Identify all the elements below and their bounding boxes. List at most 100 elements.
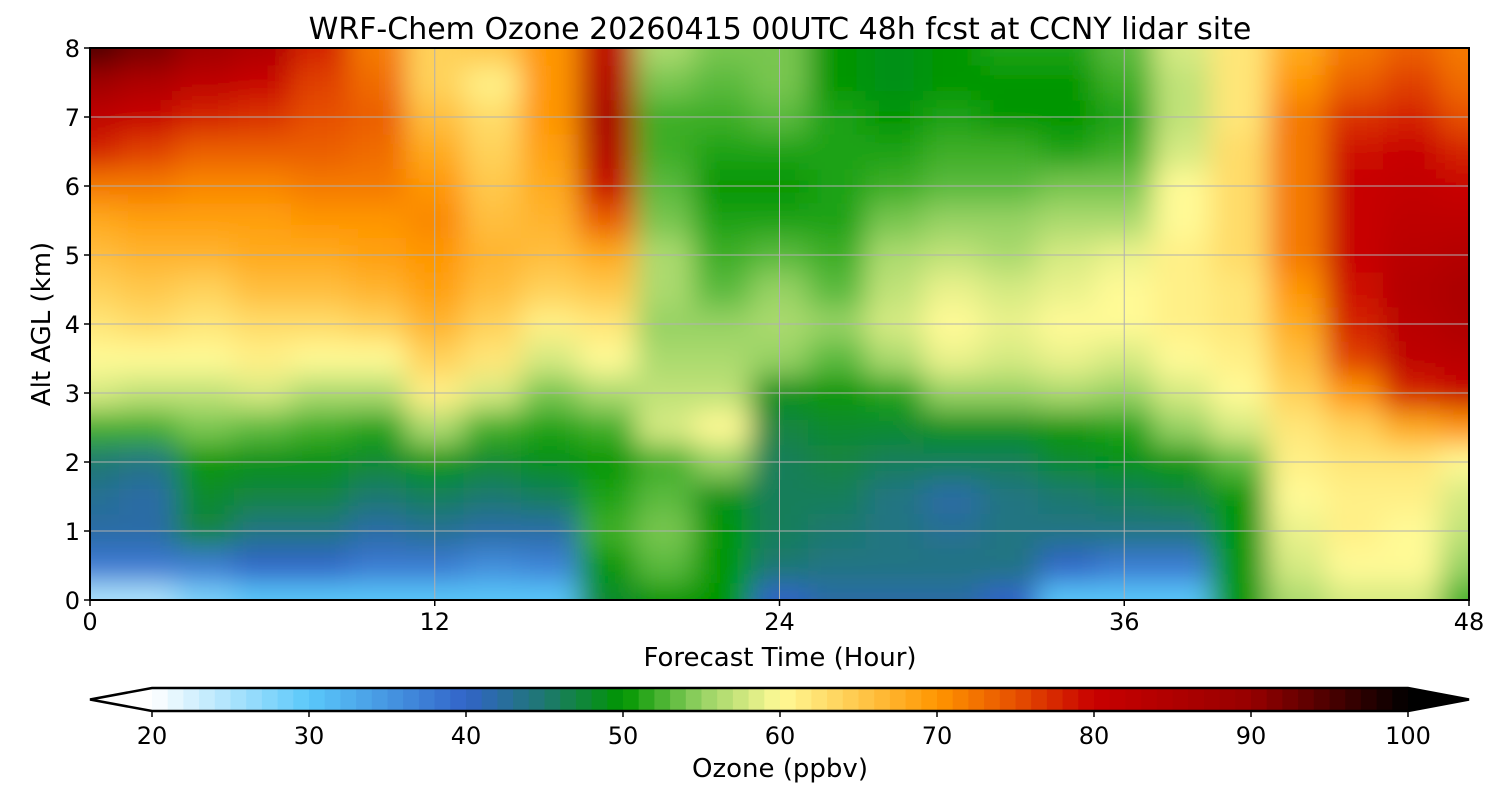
heatmap-cell — [463, 48, 522, 66]
heatmap-cell — [291, 203, 350, 239]
heatmap-cell — [90, 479, 120, 515]
heatmap-cell — [1152, 410, 1211, 446]
heatmap-cell — [1210, 341, 1269, 377]
heatmap-cell — [1267, 479, 1326, 515]
heatmap-cell — [578, 582, 637, 600]
colorbar-segment — [591, 688, 608, 711]
heatmap-cell — [578, 203, 637, 239]
heatmap-cell — [1038, 548, 1097, 584]
heatmap-cell — [923, 134, 982, 170]
heatmap-cell — [1325, 548, 1384, 584]
colorbar-segment — [246, 688, 263, 711]
colorbar-segment — [309, 688, 326, 711]
heatmap-cell — [1325, 582, 1384, 600]
colorbar-segment — [889, 688, 907, 711]
heatmap-cell — [118, 410, 177, 446]
heatmap-cell — [1382, 48, 1441, 66]
heatmap-cell — [520, 48, 579, 66]
heatmap-cell — [291, 548, 350, 584]
y-tick-label: 2 — [65, 449, 80, 477]
heatmap-cell — [1152, 548, 1211, 584]
colorbar-segment — [1172, 688, 1189, 711]
heatmap-cell — [808, 341, 867, 377]
colorbar-segment — [481, 688, 498, 711]
x-tick-label: 24 — [764, 608, 795, 636]
colorbar-segment — [1188, 688, 1205, 711]
colorbar-segment — [513, 688, 530, 711]
heatmap-cell — [1382, 582, 1441, 600]
heatmap-cell — [1382, 134, 1441, 170]
heatmap-cell — [923, 203, 982, 239]
colorbar-segment — [607, 688, 624, 711]
heatmap-cell — [118, 548, 177, 584]
heatmap-cell — [1210, 65, 1269, 101]
colorbar-segment — [371, 688, 388, 711]
heatmap-cell — [1382, 203, 1441, 239]
heatmap-cell — [176, 341, 235, 377]
colorbar-segment — [1282, 688, 1299, 711]
heatmap-cell — [520, 548, 579, 584]
colorbar-segment — [1251, 688, 1268, 711]
colorbar-segment — [1062, 688, 1079, 711]
heatmap-cell — [1382, 341, 1441, 377]
heatmap-cell — [635, 548, 694, 584]
colorbar-segment — [1031, 688, 1048, 711]
heatmap-cell — [865, 272, 924, 308]
colorbar-segment — [1015, 688, 1032, 711]
heatmap-cell — [980, 134, 1039, 170]
colorbar-tick-label: 70 — [922, 722, 953, 750]
heatmap-cell — [90, 203, 120, 239]
heatmap-cell — [635, 203, 694, 239]
heatmap-cell — [865, 134, 924, 170]
heatmap-cell — [808, 203, 867, 239]
colorbar-segment — [403, 688, 420, 711]
heatmap-cell — [1210, 134, 1269, 170]
heatmap-cell — [291, 479, 350, 515]
heatmap-cell — [865, 410, 924, 446]
colorbar-tick-label: 30 — [294, 722, 325, 750]
heatmap-cell — [1152, 479, 1211, 515]
colorbar-segment — [466, 688, 483, 711]
colorbar-segment — [968, 688, 985, 711]
colorbar-segment — [984, 688, 1001, 711]
colorbar-segment — [434, 688, 451, 711]
heatmap-cell — [520, 203, 579, 239]
y-tick-label: 7 — [65, 104, 80, 132]
heatmap-cell — [923, 410, 982, 446]
heatmap-cell — [520, 341, 579, 377]
heatmap-cell — [291, 341, 350, 377]
colorbar-segment — [1046, 688, 1064, 711]
heatmap-cell — [520, 65, 579, 101]
heatmap-cell — [693, 134, 752, 170]
heatmap-cell — [90, 65, 120, 101]
heatmap-cell — [1382, 479, 1441, 515]
colorbar-segment — [858, 688, 875, 711]
heatmap-cell — [233, 134, 292, 170]
heatmap-cell — [1382, 410, 1441, 446]
colorbar-segment — [670, 688, 687, 711]
heatmap-cell — [233, 479, 292, 515]
y-tick-label: 1 — [65, 518, 80, 546]
x-axis-label: Forecast Time (Hour) — [643, 643, 916, 673]
heatmap-cell — [118, 272, 177, 308]
heatmap-cell — [520, 410, 579, 446]
heatmap-cell — [291, 65, 350, 101]
heatmap-cell — [291, 134, 350, 170]
colorbar-segment — [1392, 688, 1409, 711]
heatmap-cell — [923, 272, 982, 308]
heatmap-cell — [865, 582, 924, 600]
heatmap-cell — [635, 479, 694, 515]
heatmap-cell — [90, 48, 120, 66]
colorbar-segment — [356, 688, 373, 711]
heatmap-cell — [808, 479, 867, 515]
heatmap-cell — [118, 134, 177, 170]
heatmap-cell — [233, 582, 292, 600]
heatmap-cell — [118, 582, 177, 600]
heatmap-cell — [578, 134, 637, 170]
colorbar-segment — [717, 688, 734, 711]
colorbar-segment — [167, 688, 184, 711]
heatmap-cell — [635, 272, 694, 308]
heatmap-cell — [118, 479, 177, 515]
heatmap-cell — [348, 548, 407, 584]
